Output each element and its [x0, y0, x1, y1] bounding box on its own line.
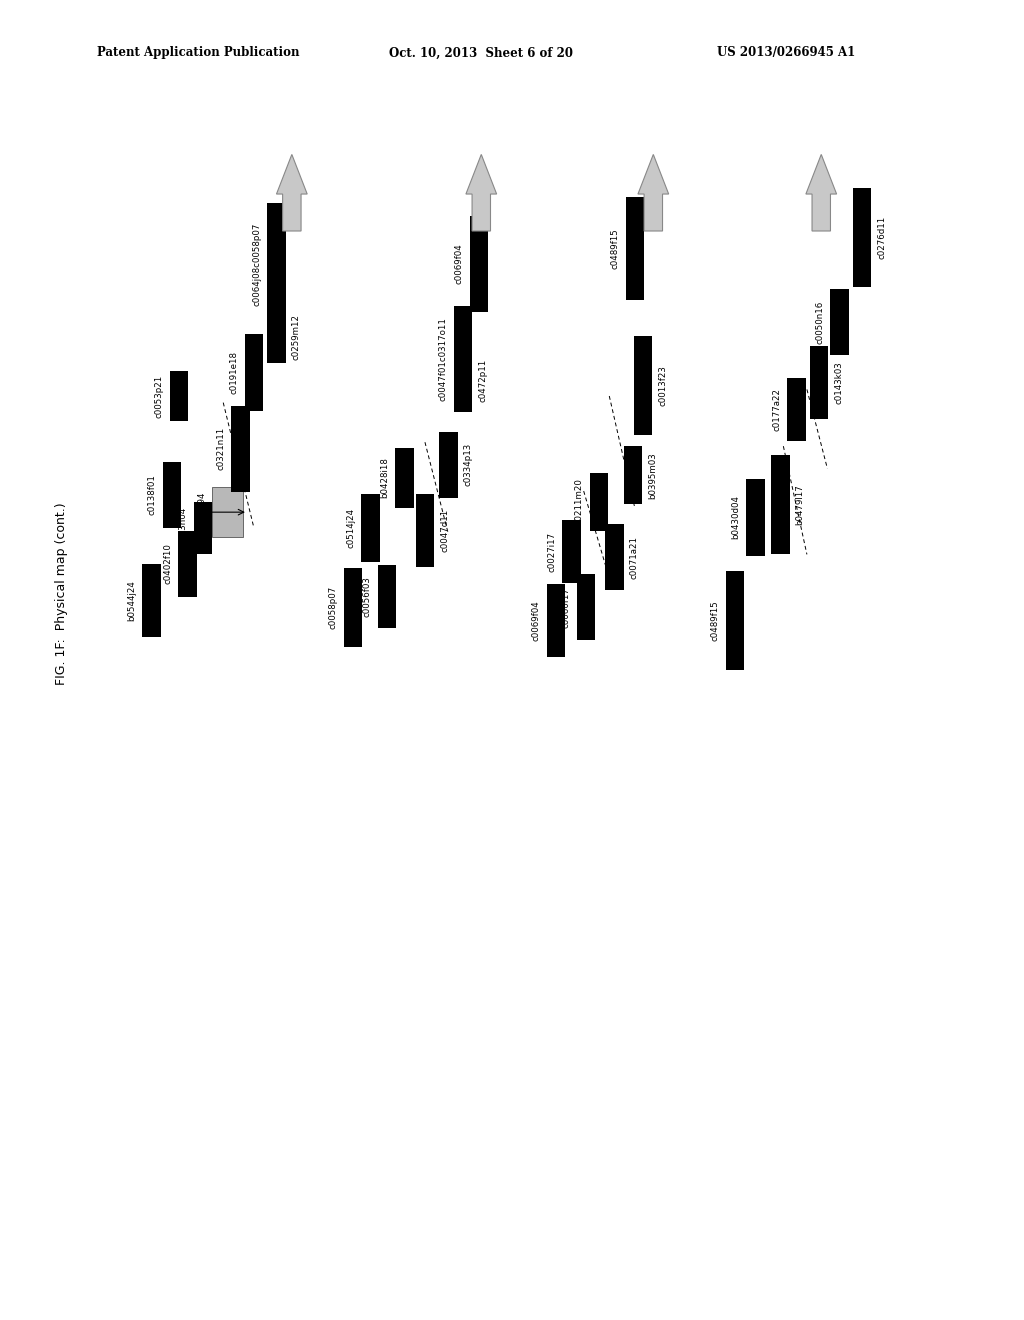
Bar [212, 487, 243, 537]
Text: c0069f04: c0069f04 [455, 244, 464, 284]
Bar [590, 473, 608, 531]
Text: Oct. 10, 2013  Sheet 6 of 20: Oct. 10, 2013 Sheet 6 of 20 [389, 46, 573, 59]
Bar [605, 524, 624, 590]
Text: b0211m20: b0211m20 [574, 478, 584, 525]
Text: c0027i17: c0027i17 [547, 532, 556, 572]
Text: c0489f15: c0489f15 [711, 601, 720, 640]
Text: c0053p21: c0053p21 [155, 375, 164, 417]
Text: Patent Application Publication: Patent Application Publication [97, 46, 300, 59]
Text: c0047f01c0317o11: c0047f01c0317o11 [438, 317, 447, 401]
Text: c0060f17: c0060f17 [561, 587, 570, 627]
Bar [194, 502, 212, 554]
Bar [454, 354, 472, 407]
Bar [547, 583, 565, 656]
Text: c0402f10: c0402f10 [163, 544, 172, 583]
Bar [163, 462, 181, 528]
Text: c0050n16: c0050n16 [815, 301, 824, 343]
Bar [626, 197, 644, 300]
Bar [853, 189, 871, 288]
Text: c0058p07: c0058p07 [329, 586, 338, 628]
Bar [810, 346, 828, 420]
Text: b0395m03: b0395m03 [648, 451, 657, 499]
Text: b0544j24: b0544j24 [127, 581, 136, 620]
Bar [454, 306, 472, 412]
FancyArrow shape [638, 154, 669, 231]
Bar [395, 447, 414, 507]
FancyArrow shape [276, 154, 307, 231]
Bar [416, 494, 434, 568]
Text: c0043n04: c0043n04 [178, 507, 187, 549]
Bar [624, 446, 642, 504]
Text: c0071a21: c0071a21 [630, 536, 639, 578]
Text: c0069f04: c0069f04 [531, 601, 541, 640]
Text: c0472p11: c0472p11 [478, 359, 487, 401]
Text: b0428i18: b0428i18 [380, 458, 389, 498]
Bar [344, 568, 362, 647]
Text: b0479l17: b0479l17 [796, 484, 805, 524]
Bar [787, 378, 806, 441]
Bar [178, 531, 197, 597]
Bar [771, 454, 790, 554]
Text: c0489f15: c0489f15 [610, 228, 620, 268]
Text: c0321n11: c0321n11 [216, 428, 225, 470]
Bar [746, 479, 765, 556]
Bar [245, 334, 263, 411]
Bar [562, 520, 581, 583]
Bar [170, 371, 188, 421]
Bar [726, 572, 744, 671]
Text: c0259m12: c0259m12 [292, 314, 301, 359]
Bar [231, 405, 250, 491]
Text: c0334p13: c0334p13 [464, 444, 473, 486]
Text: c0138f01: c0138f01 [147, 475, 157, 515]
Bar [470, 216, 488, 312]
Bar [830, 289, 849, 355]
Text: FIG. 1F:  Physical map (cont.): FIG. 1F: Physical map (cont.) [55, 503, 68, 685]
Bar [142, 564, 161, 636]
FancyArrow shape [806, 154, 837, 231]
Text: c0177a22: c0177a22 [772, 388, 781, 430]
Text: c0056f03: c0056f03 [362, 577, 372, 616]
Text: US 2013/0266945 A1: US 2013/0266945 A1 [717, 46, 855, 59]
Bar [378, 565, 396, 628]
Text: umc2294: umc2294 [197, 492, 206, 532]
Text: c0276d11: c0276d11 [878, 216, 887, 259]
Bar [361, 494, 380, 562]
Text: c0064j08c0058p07: c0064j08c0058p07 [252, 222, 261, 306]
Text: c0514j24: c0514j24 [346, 508, 355, 548]
Text: c0047d11: c0047d11 [440, 510, 450, 552]
Text: b0430d04: b0430d04 [731, 495, 740, 540]
Text: c0143k03: c0143k03 [835, 362, 844, 404]
FancyArrow shape [466, 154, 497, 231]
Bar [577, 574, 595, 640]
Bar [634, 337, 652, 436]
Text: c0013f23: c0013f23 [658, 366, 668, 405]
Bar [267, 310, 286, 363]
Text: c0191e18: c0191e18 [229, 351, 239, 393]
Bar [267, 203, 286, 325]
Bar [439, 432, 458, 498]
